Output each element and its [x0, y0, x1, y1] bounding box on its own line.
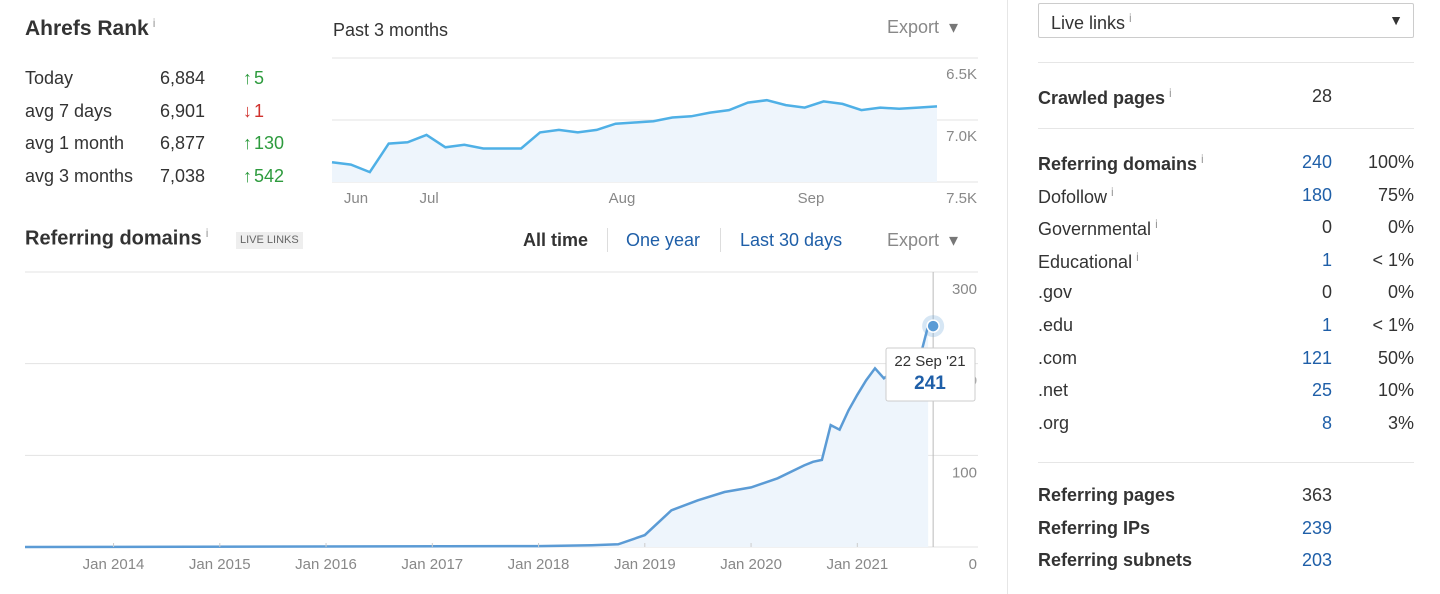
x-tick-label: Sep	[798, 190, 825, 207]
x-tick-label: Jan 2015	[189, 556, 251, 573]
rank-label: avg 1 month	[25, 133, 125, 153]
metric-label: Educational	[1038, 251, 1139, 271]
metric-value: 25	[1311, 380, 1332, 401]
y-tick-label: 6.5K	[946, 66, 977, 83]
metric-value: 1	[1321, 249, 1332, 270]
rank-label: avg 7 days	[25, 100, 113, 121]
period-label: Past 3 months	[333, 20, 449, 40]
tab[interactable]: One year	[626, 230, 701, 250]
x-tick-label: Jan 2020	[720, 556, 782, 573]
x-tick-label: Jan 2016	[295, 556, 357, 573]
dropdown[interactable]: Live links ▼	[1038, 3, 1414, 38]
x-tick-label: Jan 2014	[83, 556, 145, 573]
point	[926, 319, 940, 333]
rank-change: 5	[243, 69, 264, 87]
rank-value: 6,877	[160, 133, 206, 153]
export-button[interactable]: Export	[887, 18, 958, 36]
metric-label: Governmental	[1038, 218, 1158, 238]
rank-value: 7,038	[160, 165, 206, 186]
y-tick-label: 100	[952, 464, 977, 481]
rank-label: avg 3 months	[25, 165, 134, 186]
y-tick-label: 7.5K	[946, 190, 977, 207]
divider	[1038, 128, 1414, 129]
metric-value: 239	[1301, 517, 1332, 538]
metric-value: 28	[1311, 86, 1332, 106]
metric-percent: 0%	[1387, 282, 1414, 303]
area	[332, 100, 937, 182]
separator	[607, 228, 608, 252]
rank-change: 1	[243, 102, 264, 120]
rank-title: Ahrefs Rank	[25, 17, 155, 39]
metric-value: 240	[1301, 152, 1332, 172]
metric-value: 0	[1321, 217, 1332, 238]
tooltip-date: 22 Sep '21	[894, 353, 965, 370]
tooltip-value: 241	[914, 373, 946, 394]
separator	[720, 228, 721, 252]
metric-value: 0	[1321, 282, 1332, 303]
x-tick-label: Jan 2021	[826, 556, 888, 573]
tab[interactable]: All time	[523, 230, 589, 250]
metric-label: Referring pages	[1038, 485, 1176, 505]
metric-percent: 100%	[1367, 152, 1414, 172]
metric-value: 121	[1301, 347, 1332, 368]
metric-label: Referring IPs	[1038, 517, 1151, 538]
x-tick-label: Jun	[344, 190, 368, 207]
metric-percent: 3%	[1387, 412, 1414, 433]
divider	[1007, 0, 1008, 594]
metric-label: Crawled pages	[1038, 87, 1172, 107]
metric-percent: < 1%	[1372, 315, 1414, 335]
rank-label: Today	[25, 68, 74, 88]
metric-label: Dofollow	[1038, 186, 1114, 206]
metric-percent: 10%	[1377, 380, 1414, 401]
metric-percent: < 1%	[1372, 249, 1414, 270]
rank-change: 542	[243, 167, 284, 185]
x-tick-label: Jan 2018	[508, 556, 570, 573]
export-button[interactable]: Export	[887, 231, 958, 249]
metric-value: 8	[1321, 412, 1332, 433]
dropdown-label: Live links	[1051, 12, 1132, 32]
metric-value: 180	[1301, 184, 1332, 205]
domains-title: Referring domains	[25, 227, 208, 249]
rank-value: 6,884	[160, 68, 206, 88]
metric-label: .gov	[1038, 282, 1073, 303]
metric-value: 363	[1301, 485, 1332, 505]
dropdown-arrow: ▼	[1389, 12, 1403, 28]
rank-change: 130	[243, 134, 284, 152]
metric-label: Referring subnets	[1038, 550, 1193, 571]
x-tick-label: Aug	[609, 190, 636, 207]
metric-label: .com	[1038, 347, 1078, 368]
tooltip	[885, 347, 976, 402]
metric-label: .net	[1038, 380, 1069, 401]
rank-value: 6,901	[160, 100, 206, 121]
tab[interactable]: Last 30 days	[740, 230, 843, 250]
x-tick-label: Jan 2019	[614, 556, 676, 573]
metric-label: .edu	[1038, 315, 1074, 335]
y-tick-label: 7.0K	[946, 128, 977, 145]
metric-label: Referring domains	[1038, 153, 1204, 173]
live-links-badge: LIVE LINKS	[236, 232, 303, 249]
metric-value: 203	[1301, 550, 1332, 571]
area	[25, 326, 929, 547]
x-tick-label: Jul	[420, 190, 439, 207]
x-tick-label: Jan 2017	[401, 556, 463, 573]
metric-percent: 50%	[1377, 347, 1414, 368]
y-tick-label: 0	[969, 556, 977, 573]
metric-percent: 0%	[1387, 217, 1414, 238]
metric-label: .org	[1038, 412, 1070, 433]
metric-value: 1	[1321, 315, 1332, 335]
y-tick-label: 300	[952, 281, 977, 298]
metric-percent: 75%	[1377, 184, 1414, 205]
line	[331, 98, 938, 174]
divider	[1038, 462, 1414, 463]
divider	[1038, 62, 1414, 63]
